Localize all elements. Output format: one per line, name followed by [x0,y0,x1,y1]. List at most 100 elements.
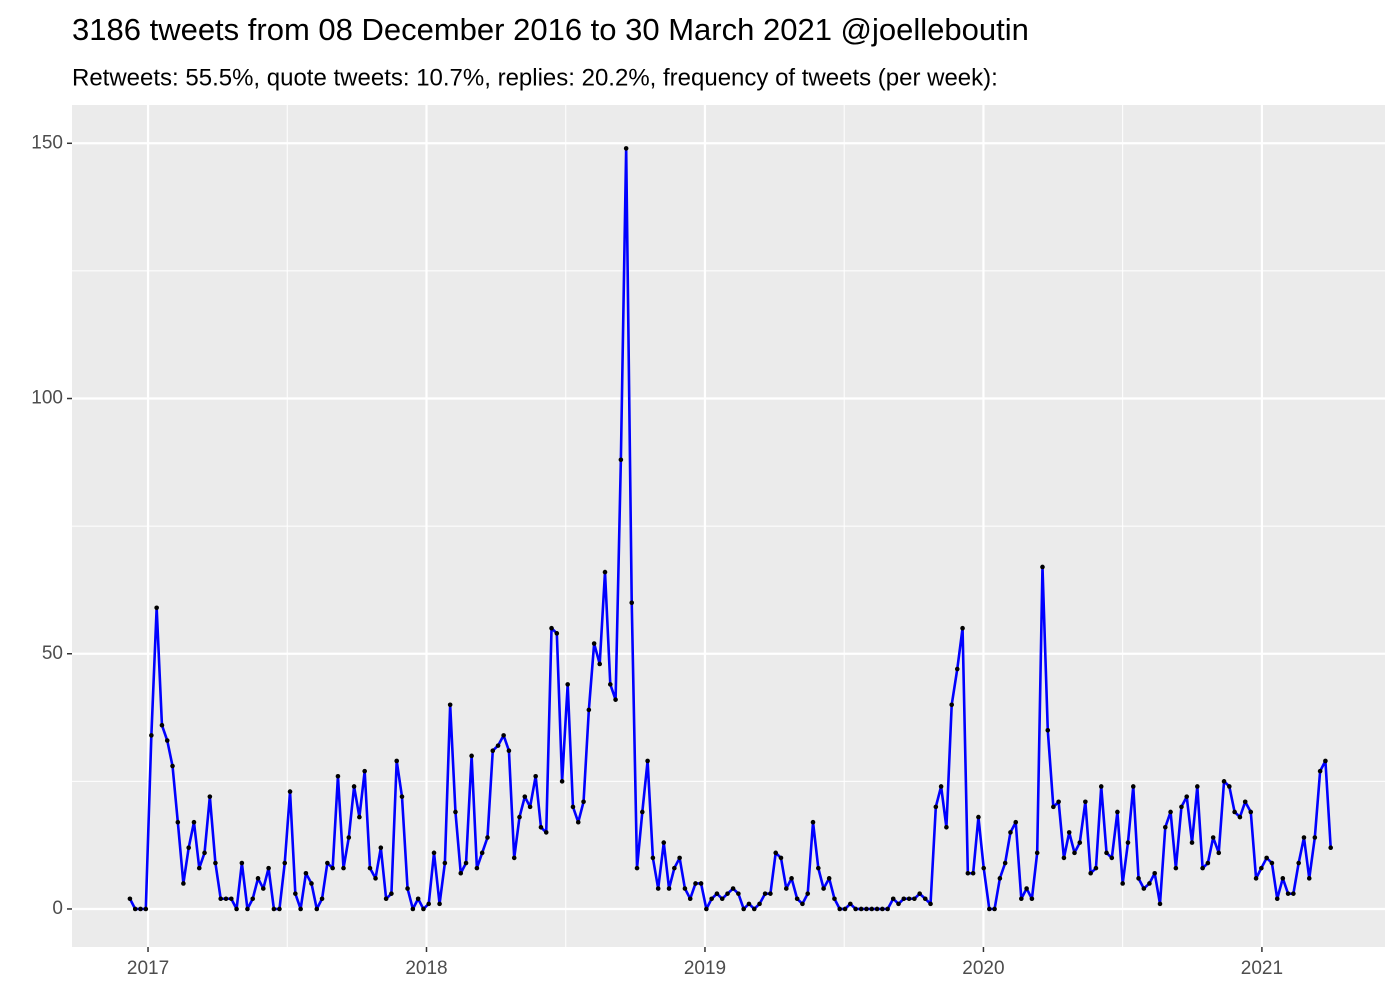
point [1248,809,1254,815]
point [1205,860,1211,866]
point [805,891,811,896]
point [1125,840,1131,845]
point [634,865,640,871]
point [842,906,848,912]
point [1162,824,1168,830]
point [1120,881,1125,886]
point [960,625,965,631]
point [261,886,266,891]
point [725,891,730,896]
point [1242,799,1248,805]
point [751,906,757,912]
point [293,891,298,896]
point [469,753,474,759]
point [746,901,752,907]
point [1013,819,1019,825]
point [933,804,939,810]
point [581,799,586,805]
point [912,896,917,902]
point [901,896,907,902]
point [570,804,576,810]
point [687,896,693,902]
point [399,794,405,799]
point [880,906,885,912]
point [837,906,843,912]
point [154,605,159,611]
point [896,901,901,907]
y-tick-label: 0 [52,898,63,919]
point [938,784,944,789]
point [1317,768,1323,774]
point [447,702,453,708]
point [479,850,485,856]
point [1077,840,1083,845]
point [1306,876,1312,881]
point [821,886,826,891]
point [549,625,554,631]
point [682,886,688,891]
point [693,881,698,886]
chart-subtitle: Retweets: 55.5%, quote tweets: 10.7%, re… [72,64,998,91]
point [132,906,138,912]
point [906,896,912,902]
point [1253,876,1259,881]
point [640,809,645,815]
point [351,784,357,789]
point [309,881,314,886]
point [1237,814,1243,820]
point [1210,835,1216,840]
point [1280,876,1286,881]
point [741,906,746,912]
point [303,870,309,876]
point [965,870,971,876]
point [1200,865,1205,871]
point [661,840,667,845]
point [778,855,784,861]
point [1045,728,1051,733]
point [1259,865,1264,871]
point [1173,865,1179,871]
point [1216,850,1222,856]
point [1312,835,1318,840]
point [885,906,890,912]
point [389,891,394,896]
point [394,758,399,764]
point [223,896,229,902]
point [1029,896,1035,902]
point [869,906,875,912]
point [271,906,277,912]
point [1051,804,1056,810]
point [768,891,773,896]
point [164,738,170,743]
point [527,804,533,810]
point [559,779,565,784]
point [672,865,677,871]
point [517,814,522,820]
point [463,860,469,866]
x-tick-label: 2019 [684,958,726,979]
point [575,819,581,825]
point [618,457,624,463]
point [383,896,389,902]
point [202,850,207,856]
y-tick-label: 100 [31,388,63,409]
point [810,819,816,825]
point [511,855,517,861]
point [613,697,618,702]
point [196,865,202,871]
point [362,768,367,774]
point [245,906,250,912]
point [378,845,384,851]
point [848,901,853,907]
point [597,661,603,667]
point [1189,840,1195,845]
point [1072,850,1077,856]
point [1264,855,1269,861]
point [832,896,837,902]
point [709,896,714,902]
point [757,901,762,907]
point [287,789,293,794]
point [186,845,191,851]
